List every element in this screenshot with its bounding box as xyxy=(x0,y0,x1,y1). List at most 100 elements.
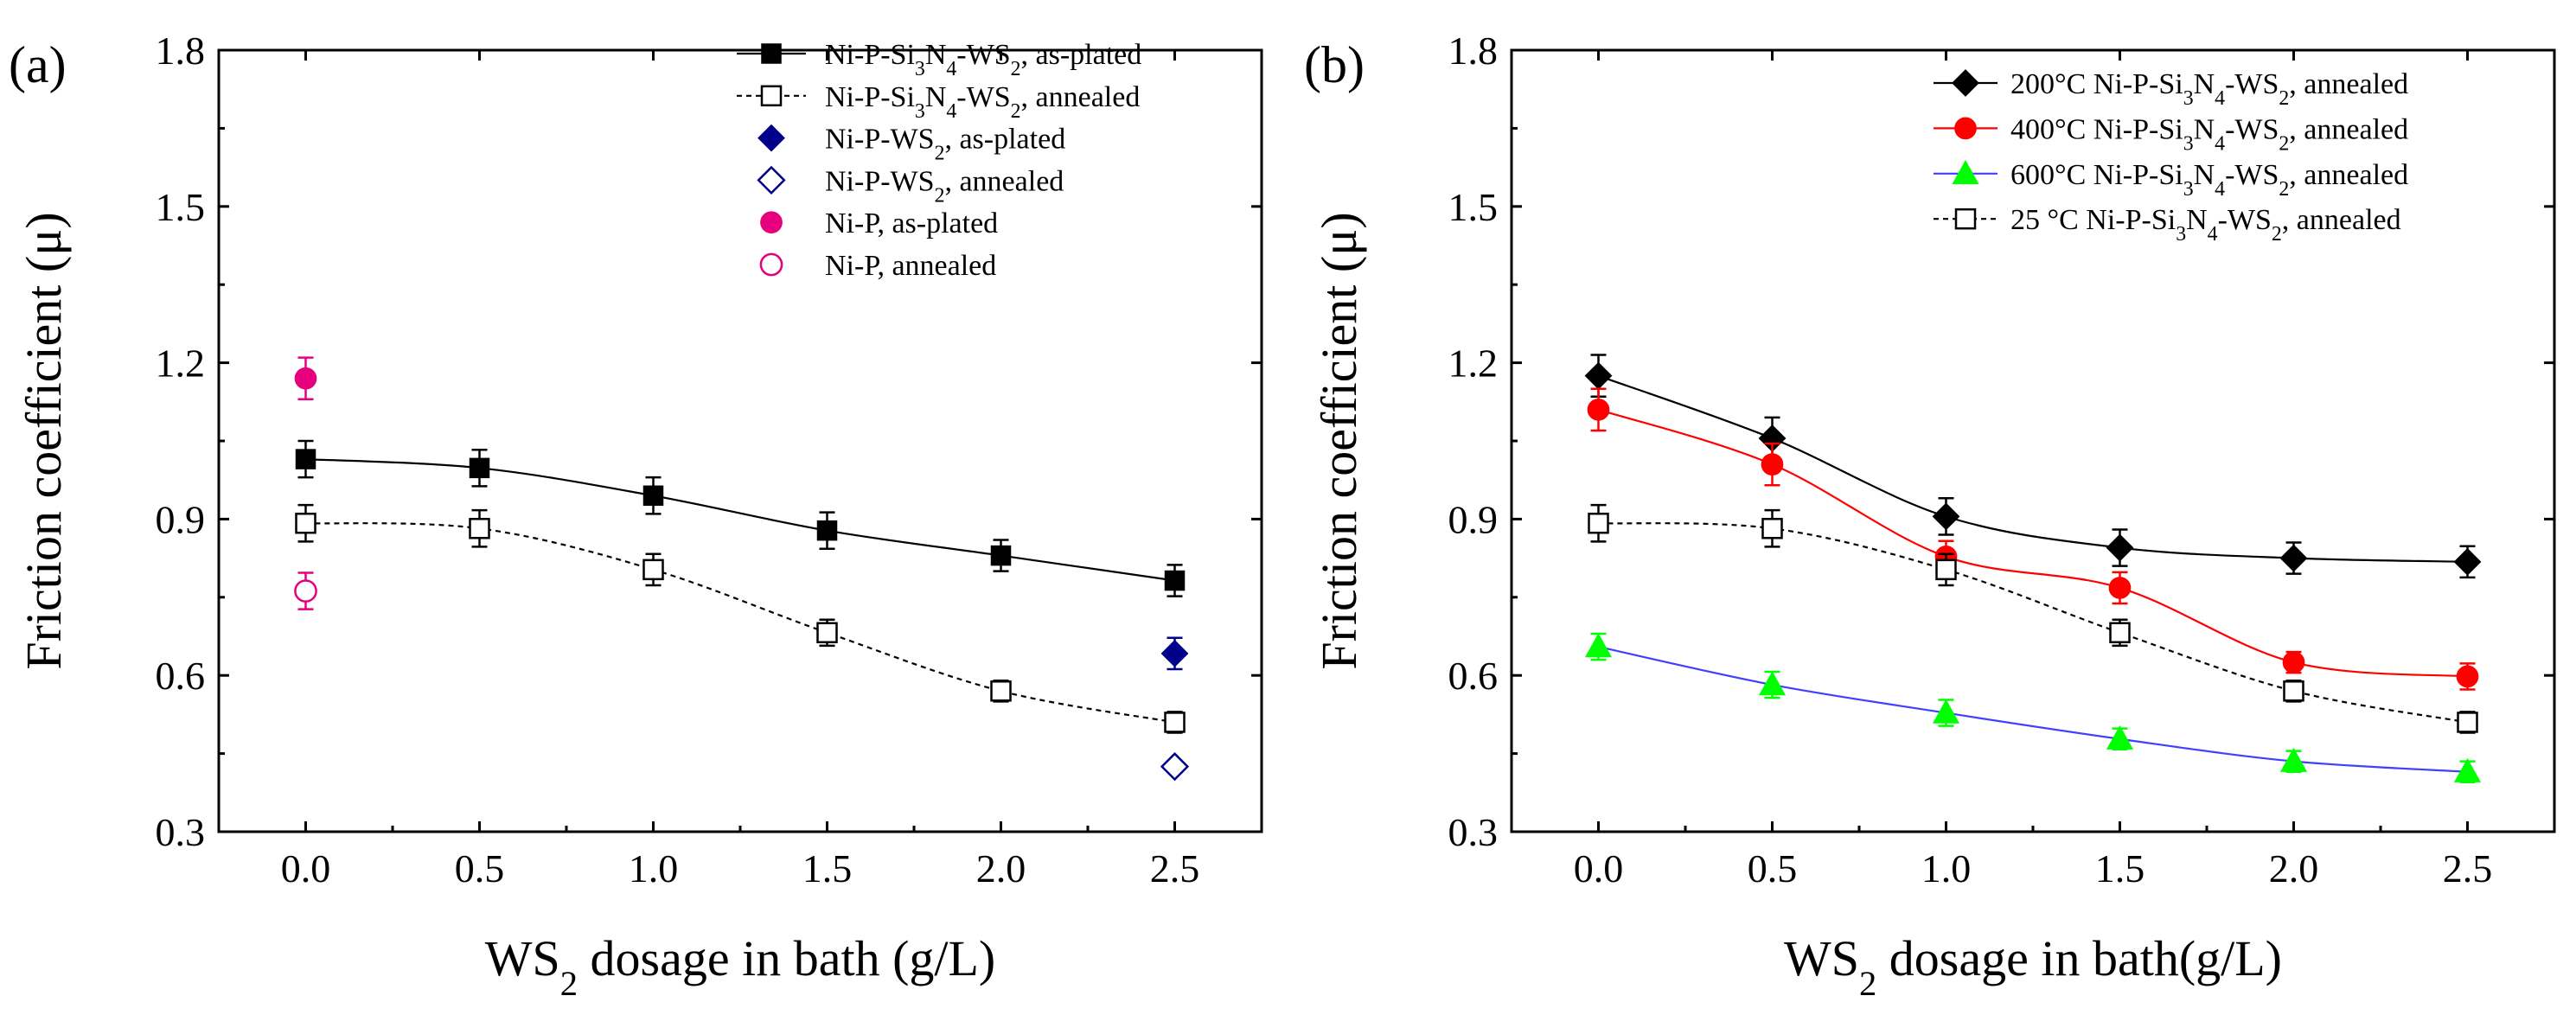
legend-label: Ni-P-Si3N4-WS2, as-plated xyxy=(825,39,1141,80)
data-point xyxy=(295,512,316,534)
legend-marker xyxy=(1952,159,1979,184)
data-point xyxy=(1588,512,1609,534)
data-point xyxy=(642,559,664,581)
legend-label: 400°C Ni-P-Si3N4-WS2, annealed xyxy=(2010,113,2408,155)
legend-marker xyxy=(760,85,783,107)
data-point xyxy=(1932,699,1960,724)
x-tick-label: 1.5 xyxy=(802,846,853,891)
data-point xyxy=(2279,747,2308,772)
y-tick-label: 0.3 xyxy=(1448,810,1499,854)
series-line xyxy=(1598,522,2468,724)
series-0: Ni-P-Si3N4-WS2, as-plated xyxy=(295,39,1186,597)
data-point xyxy=(2283,680,2304,702)
series-0: 200°C Ni-P-Si3N4-WS2, annealed xyxy=(1584,68,2482,579)
x-tick-label: 2.0 xyxy=(976,846,1026,891)
y-tick-label: 1.8 xyxy=(156,29,206,73)
data-point xyxy=(469,457,490,479)
legend-label: Ni-P-WS2, annealed xyxy=(825,165,1064,207)
data-point xyxy=(294,579,317,603)
y-tick-label: 0.6 xyxy=(1448,654,1499,698)
x-tick-label: 0.0 xyxy=(281,846,331,891)
data-point xyxy=(1935,559,1957,581)
y-tick-label: 1.2 xyxy=(156,342,206,386)
data-point xyxy=(990,545,1012,566)
series-line xyxy=(1598,374,2468,563)
legend-label: 600°C Ni-P-Si3N4-WS2, annealed xyxy=(2010,159,2408,201)
data-point xyxy=(2109,622,2131,644)
data-point xyxy=(2282,651,2305,673)
series-line xyxy=(305,457,1175,582)
data-point xyxy=(1932,502,1960,531)
x-tick-label: 0.0 xyxy=(1574,846,1624,891)
data-point xyxy=(1761,453,1784,476)
x-tick-label: 1.5 xyxy=(2095,846,2145,891)
series-1: Ni-P-Si3N4-WS2, annealed xyxy=(295,81,1186,734)
legend-marker xyxy=(761,43,782,64)
y-tick-label: 0.9 xyxy=(156,497,206,541)
legend-label: 200°C Ni-P-Si3N4-WS2, annealed xyxy=(2010,68,2408,110)
data-point xyxy=(1160,639,1189,667)
data-point xyxy=(2453,547,2482,576)
legend-label: 25 °C Ni-P-Si3N4-WS2, annealed xyxy=(2010,204,2401,246)
data-point xyxy=(2106,533,2134,562)
y-axis-title: Friction coefficient (μ) xyxy=(1311,212,1367,669)
x-tick-label: 1.0 xyxy=(1921,846,1972,891)
legend-label: Ni-P, annealed xyxy=(825,250,996,282)
x-tick-label: 0.5 xyxy=(455,846,505,891)
data-point xyxy=(295,449,316,469)
series-2: 600°C Ni-P-Si3N4-WS2, annealed xyxy=(1584,159,2482,783)
series-2: Ni-P-WS2, as-plated xyxy=(757,124,1189,671)
legend-label: Ni-P-WS2, as-plated xyxy=(825,124,1065,165)
data-point xyxy=(1761,517,1783,539)
data-point xyxy=(990,680,1012,702)
data-point xyxy=(1164,712,1186,733)
legend-marker xyxy=(1954,117,1977,140)
y-axis-title: Friction coefficient (μ) xyxy=(16,212,72,669)
x-axis-title: WS2 dosage in bath (g/L) xyxy=(485,930,996,1003)
legend-marker xyxy=(757,124,785,152)
data-point xyxy=(816,622,838,644)
data-point xyxy=(816,520,838,541)
x-tick-label: 2.5 xyxy=(2443,846,2493,891)
legend-marker xyxy=(1954,207,1977,230)
y-tick-label: 1.2 xyxy=(1448,342,1499,386)
data-point xyxy=(2457,712,2478,733)
series-line xyxy=(1598,408,2468,678)
data-point xyxy=(1160,752,1190,782)
y-tick-label: 0.3 xyxy=(156,810,206,854)
plot-frame xyxy=(217,48,1263,833)
data-point xyxy=(2453,757,2482,782)
x-tick-label: 2.0 xyxy=(2269,846,2319,891)
data-point xyxy=(2108,577,2132,599)
data-point xyxy=(1164,570,1186,591)
data-point xyxy=(294,367,317,390)
y-tick-label: 0.6 xyxy=(156,654,206,698)
y-tick-label: 1.5 xyxy=(156,185,206,229)
x-axis-title: WS2 dosage in bath(g/L) xyxy=(1784,930,2282,1003)
data-point xyxy=(469,517,490,539)
y-tick-label: 0.9 xyxy=(1448,497,1499,541)
legend-marker xyxy=(1952,69,1979,97)
panel-a: 0.0 0.5 1.0 1.5 2.0 2.5 0.3 0.6 0.9 1.2 1.5 1.8 (a) W… xyxy=(9,29,1263,1003)
data-point xyxy=(2456,665,2479,688)
y-tick-label: 1.5 xyxy=(1448,185,1499,229)
series-line xyxy=(305,522,1175,724)
data-point xyxy=(2106,725,2134,750)
series-3: 25 °C Ni-P-Si3N4-WS2, annealed xyxy=(1588,204,2478,734)
legend-label: Ni-P, as-plated xyxy=(825,207,998,239)
data-point xyxy=(1584,633,1613,658)
data-point xyxy=(1587,398,1610,421)
x-tick-label: 2.5 xyxy=(1150,846,1200,891)
data-point xyxy=(1584,361,1613,390)
series-5: Ni-P, annealed xyxy=(294,250,996,610)
data-point xyxy=(642,485,664,507)
series-1: 400°C Ni-P-Si3N4-WS2, annealed xyxy=(1587,113,2479,691)
legend-marker xyxy=(760,211,783,234)
legend-marker xyxy=(757,165,786,195)
series-4: Ni-P, as-plated xyxy=(294,207,998,401)
series-3: Ni-P-WS2, annealed xyxy=(757,165,1190,782)
panel-label: (a) xyxy=(9,36,67,93)
legend-label: Ni-P-Si3N4-WS2, annealed xyxy=(825,81,1140,123)
series-line xyxy=(1598,645,2468,773)
